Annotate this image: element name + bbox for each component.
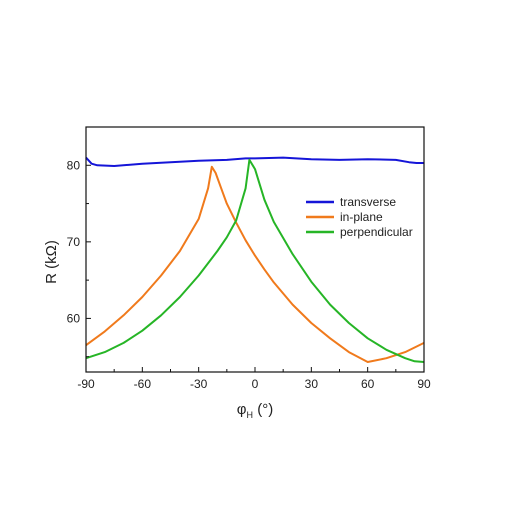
- legend-label-in-plane: in-plane: [340, 210, 383, 224]
- y-tick-label: 80: [67, 158, 81, 172]
- y-tick-label: 60: [67, 311, 81, 325]
- x-tick-label: -30: [190, 377, 208, 391]
- x-axis-label: φH (°): [237, 401, 273, 420]
- x-tick-label: 60: [361, 377, 375, 391]
- y-tick-label: 70: [67, 235, 81, 249]
- x-tick-label: -90: [77, 377, 95, 391]
- y-axis-label: R (kΩ): [43, 240, 60, 284]
- x-axis-label-sub: H: [247, 410, 254, 420]
- x-axis-label-unit: (°): [253, 401, 273, 418]
- series-line-perpendicular: [85, 158, 425, 363]
- x-tick-label: 90: [417, 377, 431, 391]
- series-line-in-plane: [85, 165, 425, 363]
- plot-lines: [85, 156, 425, 363]
- x-tick-label: -60: [134, 377, 152, 391]
- x-tick-label: 30: [305, 377, 319, 391]
- series-line-transverse: [85, 156, 424, 167]
- tick-labels: -90 -60 -30 0 30 60 90 60 70 80: [67, 158, 431, 391]
- axis-ticks: [85, 164, 425, 372]
- legend-label-transverse: transverse: [340, 195, 396, 209]
- legend-label-perpendicular: perpendicular: [340, 225, 413, 239]
- x-tick-label: 0: [252, 377, 259, 391]
- x-axis-label-main: φ: [237, 401, 247, 418]
